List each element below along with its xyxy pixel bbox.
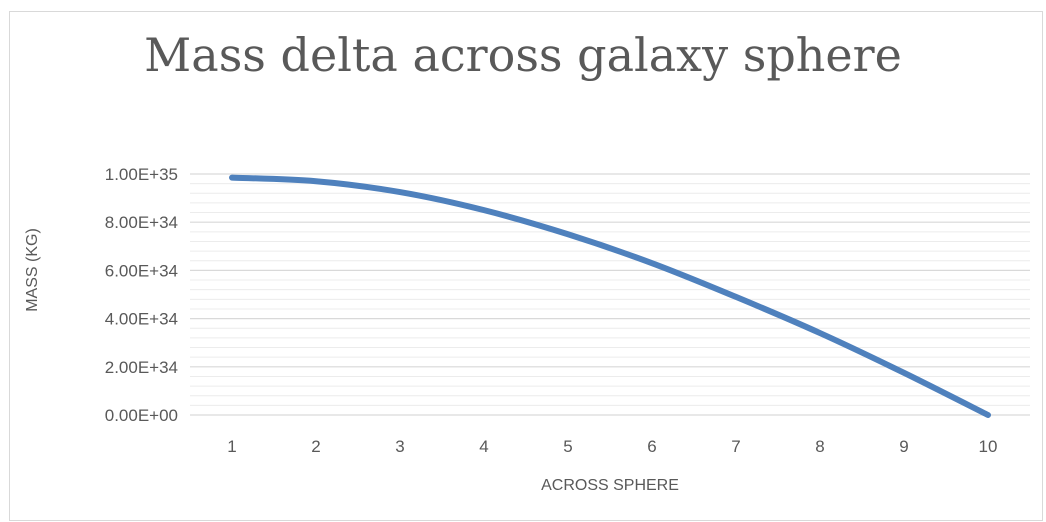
- minor-gridlines: [190, 183, 1030, 406]
- y-tick-label: 8.00E+34: [105, 213, 178, 232]
- major-gridlines: [190, 173, 1030, 416]
- x-axis-title: ACROSS SPHERE: [541, 477, 679, 494]
- chart-area: [9, 11, 1043, 521]
- x-tick-label: 9: [899, 437, 908, 456]
- x-tick-label: 7: [731, 437, 740, 456]
- y-axis-title: MASS (KG): [24, 228, 41, 312]
- y-tick-labels: 0.00E+00 2.00E+34 4.00E+34 6.00E+34 8.00E+34…: [105, 165, 178, 425]
- y-tick-label: 1.00E+35: [105, 165, 178, 184]
- y-tick-label: 4.00E+34: [105, 310, 178, 329]
- series-line: [229, 174, 991, 418]
- x-tick-label: 5: [563, 437, 572, 456]
- y-tick-label: 6.00E+34: [105, 261, 178, 280]
- x-tick-labels: 1 2 3 4 5 6 7 8 9 10: [227, 437, 997, 456]
- y-tick-label: 0.00E+00: [105, 406, 178, 425]
- x-tick-label: 1: [227, 437, 236, 456]
- x-tick-label: 8: [815, 437, 824, 456]
- series-group: [229, 174, 991, 418]
- x-tick-label: 3: [395, 437, 404, 456]
- x-tick-label: 10: [979, 437, 998, 456]
- chart-title: Mass delta across galaxy sphere: [144, 28, 902, 82]
- x-tick-label: 4: [479, 437, 488, 456]
- x-tick-label: 2: [311, 437, 320, 456]
- y-tick-label: 2.00E+34: [105, 358, 178, 377]
- x-tick-label: 6: [647, 437, 656, 456]
